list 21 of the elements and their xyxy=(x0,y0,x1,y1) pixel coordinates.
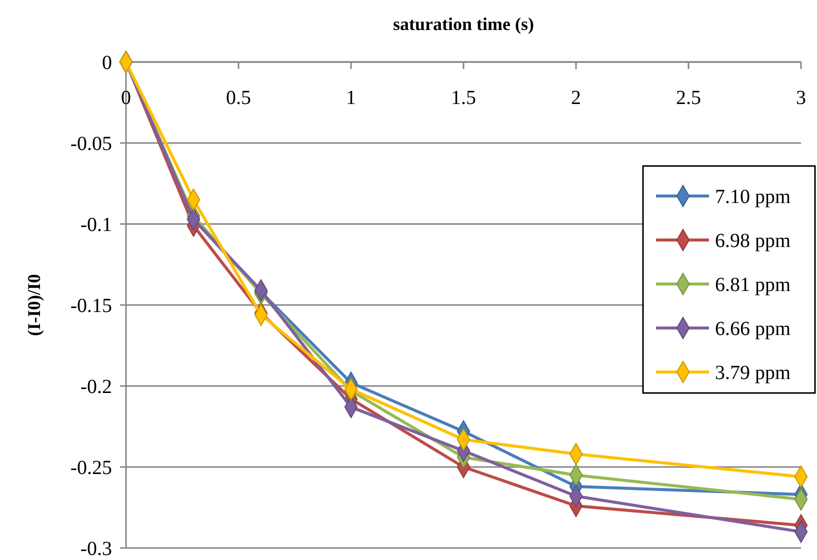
y-tick-label: -0.05 xyxy=(70,133,112,155)
x-tick-label: 2.5 xyxy=(676,87,701,109)
legend-label: 7.10 ppm xyxy=(715,186,791,208)
y-tick-label: -0.25 xyxy=(70,457,112,479)
x-axis-title: saturation time (s) xyxy=(393,14,534,34)
x-tick-label: 0.5 xyxy=(226,87,251,109)
x-tick-label: 2 xyxy=(571,87,581,109)
x-tick-label: 1.5 xyxy=(451,87,476,109)
y-tick-label: -0.1 xyxy=(80,214,112,236)
x-tick-label: 1 xyxy=(346,87,356,109)
legend-label: 3.79 ppm xyxy=(715,362,791,384)
y-tick-label: 0 xyxy=(102,52,112,74)
legend-label: 6.66 ppm xyxy=(715,318,791,340)
x-tick-label: 3 xyxy=(796,87,806,109)
legend-label: 6.81 ppm xyxy=(715,274,791,296)
y-tick-label: -0.15 xyxy=(70,295,112,317)
legend-label: 6.98 ppm xyxy=(715,230,791,252)
x-tick-label: 0 xyxy=(121,87,131,109)
y-tick-label: -0.3 xyxy=(80,538,112,560)
y-tick-label: -0.2 xyxy=(80,376,112,398)
y-axis-title: (I-I0)/I0 xyxy=(24,274,44,336)
